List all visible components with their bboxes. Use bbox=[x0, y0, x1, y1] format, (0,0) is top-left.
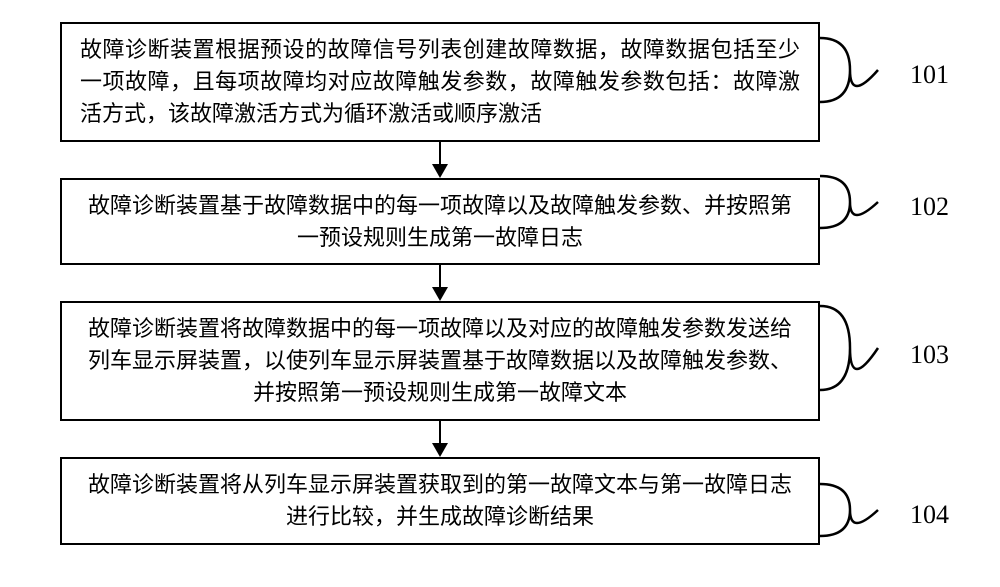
step-label-104: 104 bbox=[910, 500, 949, 530]
step-box-101: 故障诊断装置根据预设的故障信号列表创建故障数据，故障数据包括至少一项故障，且每项… bbox=[60, 22, 820, 142]
step-box-103: 故障诊断装置将故障数据中的每一项故障以及对应的故障触发参数发送给列车显示屏装置，… bbox=[60, 301, 820, 421]
brace-101 bbox=[820, 30, 880, 120]
step-box-104: 故障诊断装置将从列车显示屏装置获取到的第一故障文本与第一故障日志进行比较，并生成… bbox=[60, 457, 820, 545]
arrow-2 bbox=[432, 265, 448, 301]
step-box-102: 故障诊断装置基于故障数据中的每一项故障以及故障触发参数、并按照第一预设规则生成第… bbox=[60, 178, 820, 266]
arrow-3 bbox=[432, 421, 448, 457]
step-label-101: 101 bbox=[910, 60, 949, 90]
step-label-103: 103 bbox=[910, 340, 949, 370]
brace-103 bbox=[820, 298, 880, 408]
step-label-102: 102 bbox=[910, 192, 949, 222]
brace-102 bbox=[820, 170, 880, 240]
arrow-1 bbox=[432, 142, 448, 178]
flowchart-column: 故障诊断装置根据预设的故障信号列表创建故障数据，故障数据包括至少一项故障，且每项… bbox=[60, 22, 820, 545]
brace-104 bbox=[820, 478, 880, 548]
